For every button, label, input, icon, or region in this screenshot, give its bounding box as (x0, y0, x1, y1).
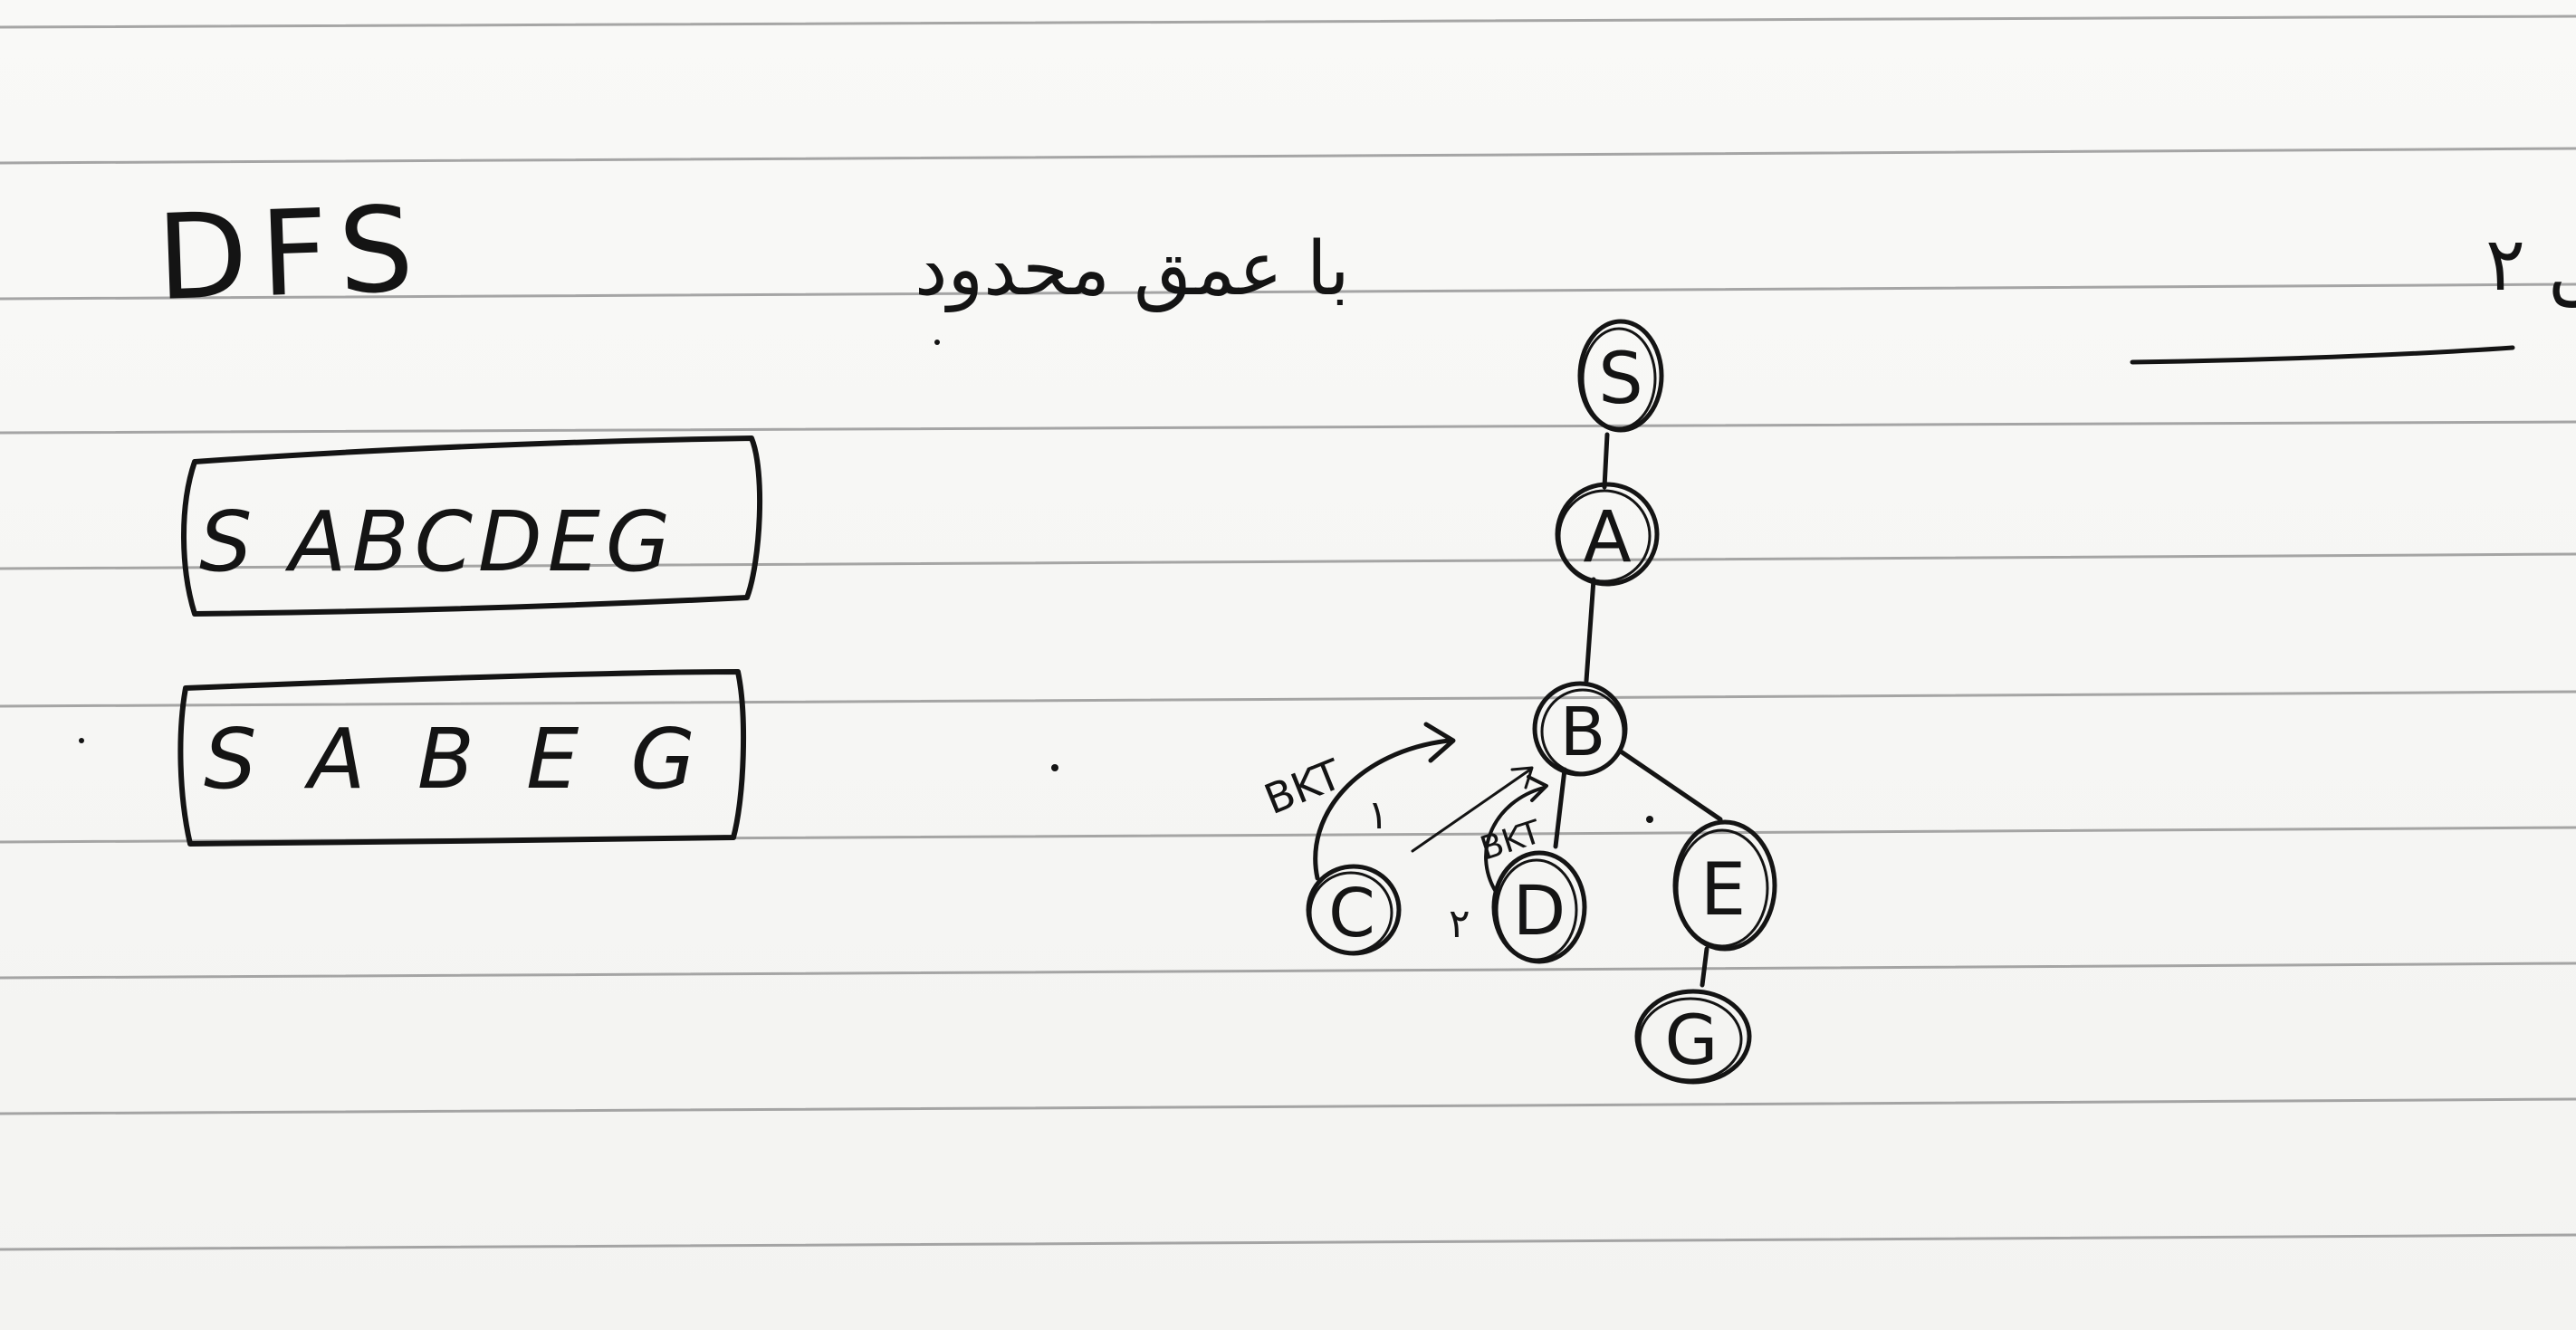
title-dfs: DFS (155, 180, 428, 327)
node-s-label: S (1598, 339, 1643, 420)
sequence-box-2 (177, 669, 747, 847)
ink-speck (934, 340, 940, 345)
node-e: E (1672, 819, 1777, 952)
rule-line (0, 420, 2576, 435)
ink-speck (1646, 816, 1653, 823)
rule-line (0, 1233, 2576, 1251)
rule-line (0, 1097, 2576, 1115)
node-g-label: G (1665, 1000, 1719, 1080)
step-label-1: ۱ (1367, 792, 1389, 838)
node-s: S (1577, 319, 1664, 433)
tree-nodes: S A B C D (1306, 319, 1777, 1085)
rule-line (0, 552, 2576, 570)
step-label-2: ۲ (1449, 901, 1470, 947)
sequence-box-1 (181, 435, 763, 617)
edge-b-d (1553, 767, 1567, 849)
backtrack-arrow-1 (1313, 738, 1451, 881)
rule-line (0, 690, 2576, 708)
sequence-second: S A B E G (204, 711, 708, 808)
node-d: D (1491, 850, 1587, 964)
visit-arrowhead-c-b (1510, 766, 1534, 789)
node-e-label: E (1700, 847, 1747, 932)
edge-s-a (1602, 432, 1610, 490)
rule-line (0, 282, 2576, 301)
node-b-label: B (1560, 694, 1606, 771)
backtrack-label-1: BKT (1258, 749, 1349, 824)
node-c: C (1306, 864, 1402, 956)
ink-speck (1051, 764, 1058, 771)
ink-speck (79, 738, 84, 743)
ink-specks (79, 340, 1653, 823)
rule-line (0, 147, 2576, 165)
note-underline (2130, 345, 2515, 365)
backtrack-arrowhead-1 (1423, 722, 1456, 763)
subtitle-depth-limited: با عمق محدود (915, 226, 1350, 312)
node-a-label: A (1583, 497, 1631, 579)
sequence-first: S ABCDEG (199, 493, 675, 590)
visit-line-c-b (1411, 768, 1532, 853)
rule-line (0, 14, 2576, 29)
backtrack-arrowhead-2 (1527, 775, 1548, 802)
edge-a-b (1584, 577, 1596, 684)
backtrack-arrow-2 (1484, 786, 1546, 894)
node-d-label: D (1513, 870, 1566, 951)
edge-b-e (1618, 749, 1723, 822)
node-b: B (1532, 681, 1628, 777)
rule-line (0, 962, 2576, 980)
note-depth-two: عمق ۲ (2485, 222, 2576, 308)
node-g: G (1634, 989, 1752, 1085)
edge-e-g (1700, 946, 1709, 988)
tree-edges (1553, 432, 1723, 988)
node-c-label: C (1328, 875, 1375, 952)
node-a: A (1555, 482, 1660, 587)
